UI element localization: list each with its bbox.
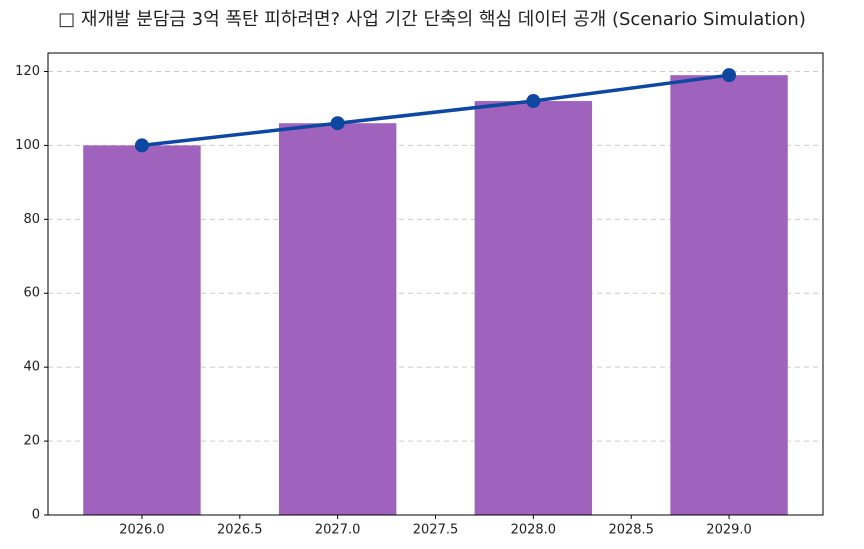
x-tick-label: 2028.5	[608, 523, 654, 538]
y-tick-label: 0	[32, 508, 40, 523]
plot-frame	[47, 52, 824, 516]
x-tick-label: 2027.0	[315, 523, 361, 538]
x-tick-label: 2028.0	[511, 523, 557, 538]
point	[330, 116, 345, 131]
x-tick-label: 2029.0	[706, 523, 752, 538]
bar	[474, 101, 593, 515]
x-tick-label: 2026.0	[119, 523, 165, 538]
y-tick-label: 100	[15, 138, 40, 153]
bar	[670, 75, 788, 516]
point	[526, 94, 541, 109]
line	[141, 73, 730, 148]
point	[134, 138, 149, 153]
bar	[278, 123, 397, 515]
x-tick-label: 2027.5	[413, 523, 459, 538]
y-tick-label: 120	[15, 64, 40, 79]
y-tick-label: 60	[23, 286, 40, 301]
bar	[83, 145, 201, 515]
x-tick-label: 2026.5	[217, 523, 263, 538]
y-tick-label: 40	[23, 360, 40, 375]
y-tick-label: 80	[23, 212, 40, 227]
point	[722, 68, 737, 83]
chart-title: □ 재개발 분담금 3억 폭탄 피하려면? 사업 기간 단축의 핵심 데이터 공…	[58, 9, 806, 30]
y-tick-label: 20	[23, 434, 40, 449]
